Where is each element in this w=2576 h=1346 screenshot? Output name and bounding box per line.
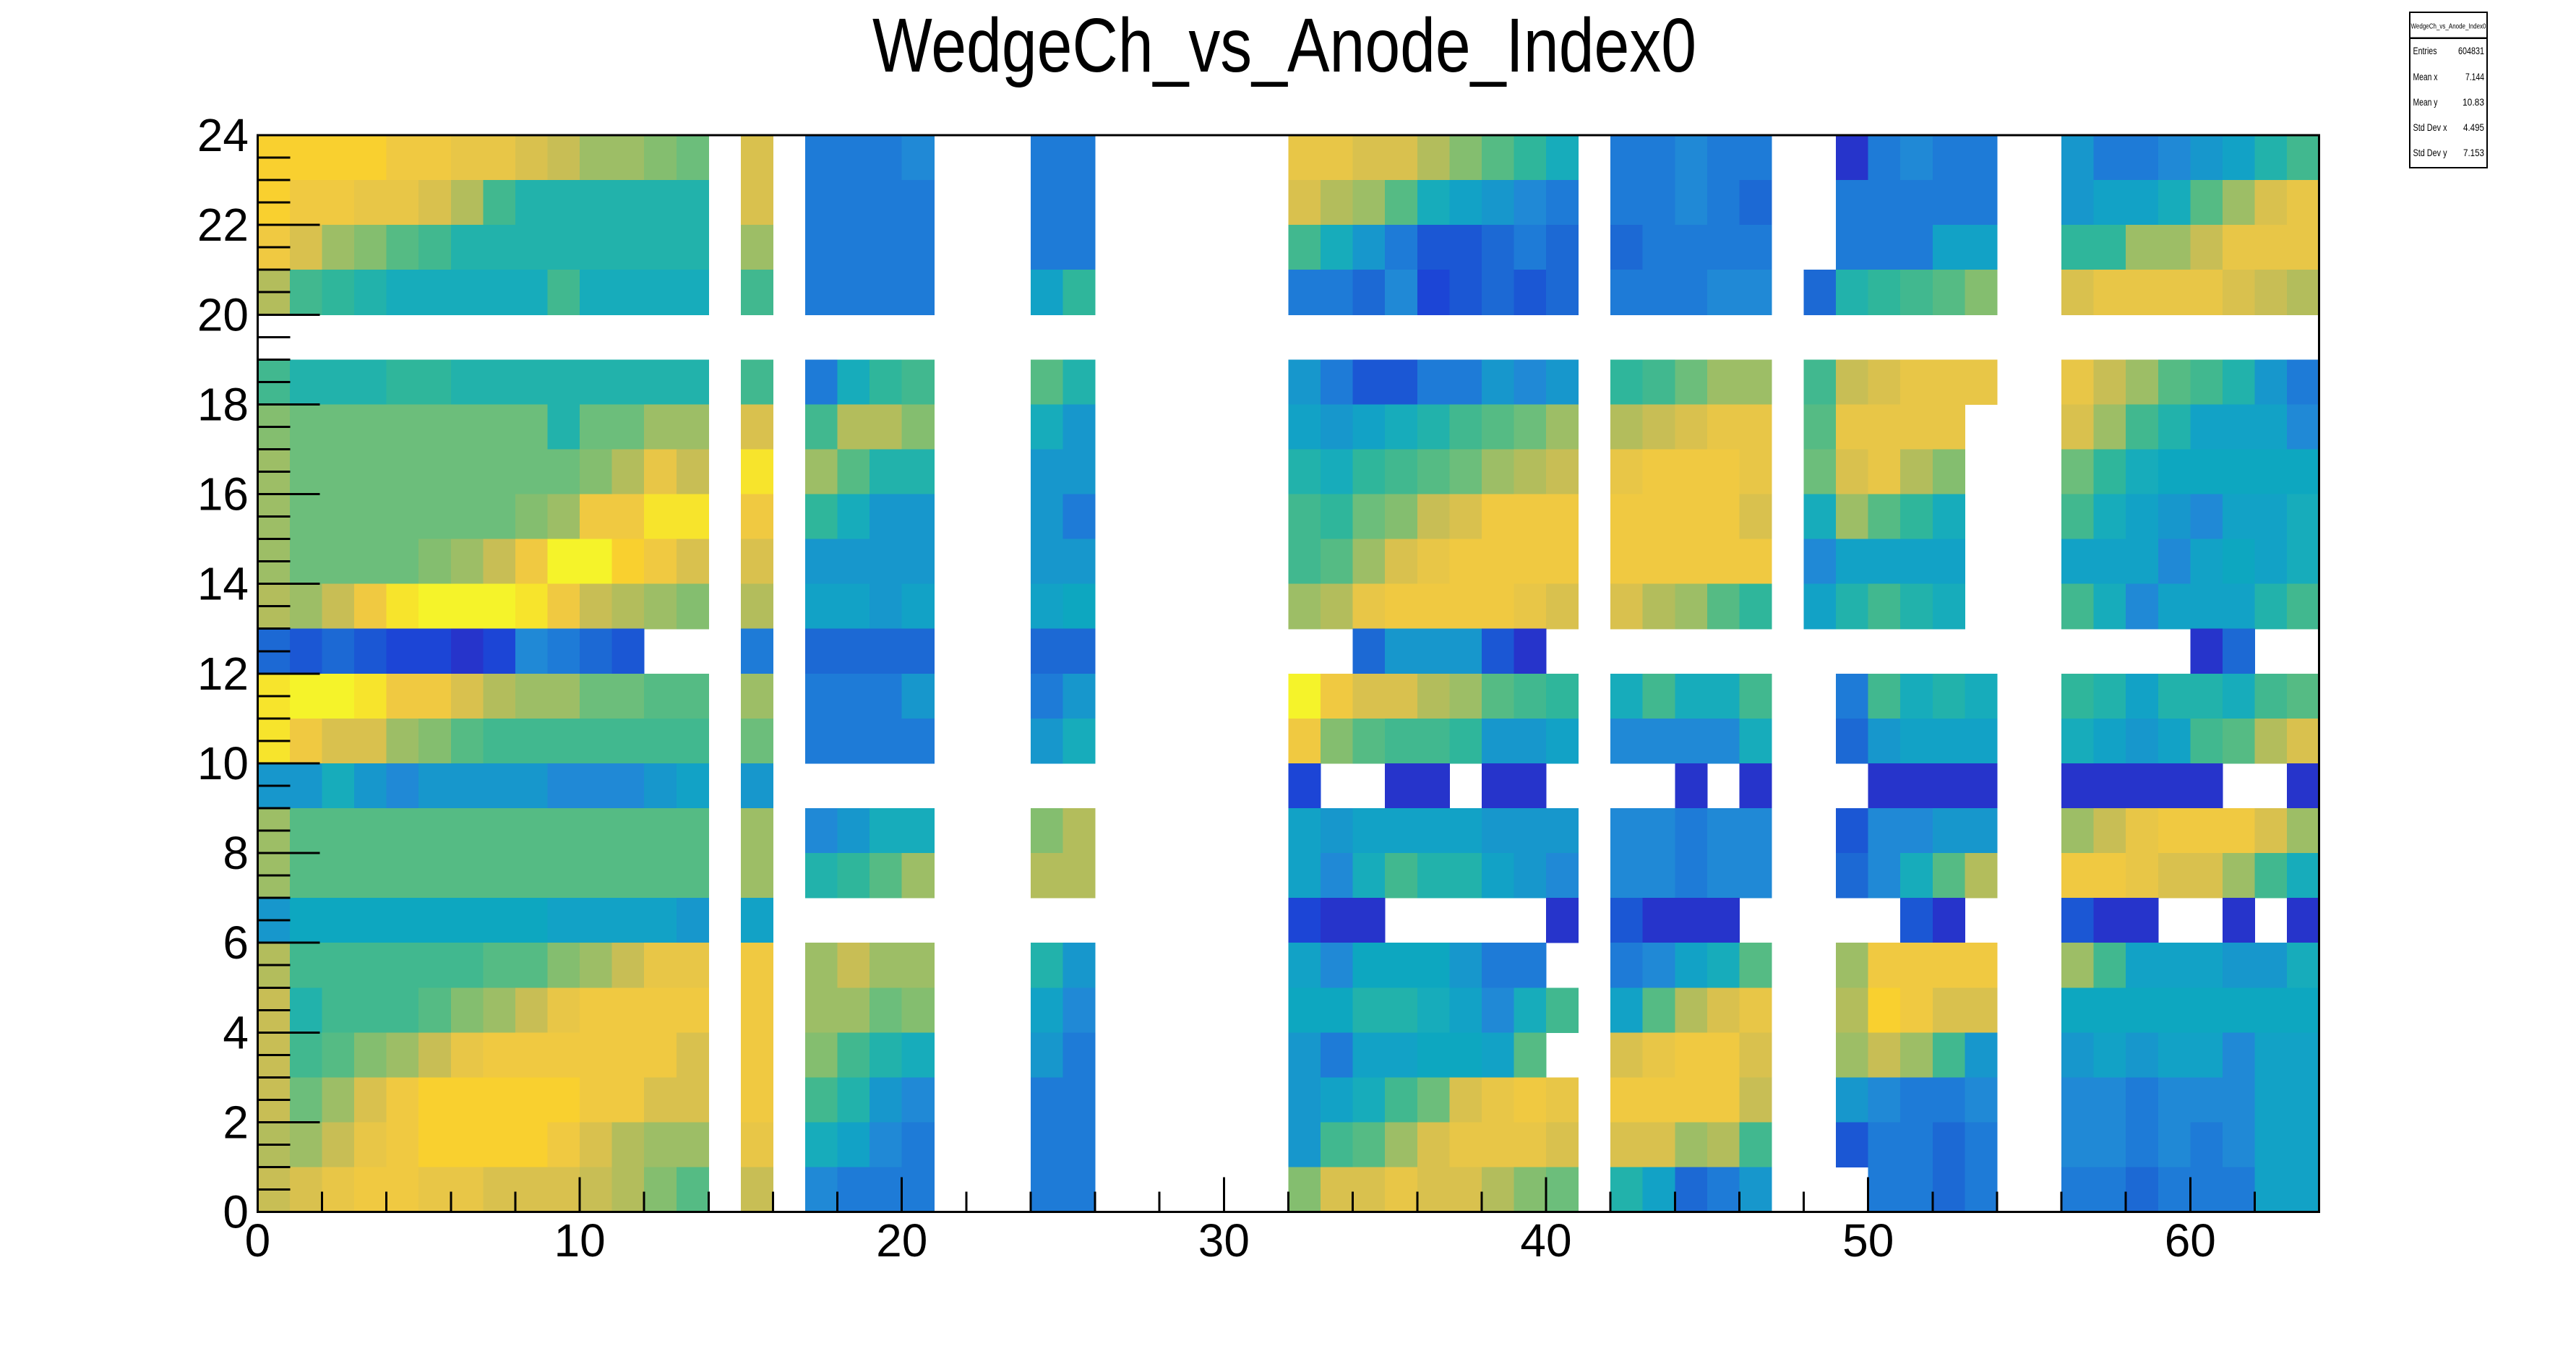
svg-text:12: 12 [197,648,249,700]
svg-text:0: 0 [223,1186,249,1238]
svg-text:4: 4 [223,1006,249,1058]
svg-text:20: 20 [197,288,249,340]
svg-text:6: 6 [223,917,249,969]
svg-text:4.495: 4.495 [2463,122,2484,133]
svg-text:WedgeCh_vs_Anode_Index0: WedgeCh_vs_Anode_Index0 [872,3,1696,88]
svg-text:18: 18 [197,378,249,430]
svg-text:Mean y: Mean y [2413,97,2438,108]
svg-text:16: 16 [197,468,249,520]
svg-text:7.153: 7.153 [2463,147,2484,158]
svg-text:7.144: 7.144 [2465,72,2484,82]
svg-text:20: 20 [876,1214,927,1266]
svg-text:Mean x: Mean x [2413,72,2438,82]
svg-text:10: 10 [197,737,249,789]
svg-text:14: 14 [197,558,249,610]
svg-text:0: 0 [245,1214,271,1266]
svg-text:Std Dev x: Std Dev x [2413,122,2447,133]
svg-text:10: 10 [554,1214,606,1266]
svg-text:50: 50 [1842,1214,1894,1266]
svg-text:40: 40 [1520,1214,1571,1266]
svg-text:Std Dev y: Std Dev y [2413,147,2447,158]
svg-text:2: 2 [223,1097,249,1149]
svg-text:60: 60 [2165,1214,2216,1266]
svg-text:24: 24 [197,109,249,161]
svg-text:Entries: Entries [2413,46,2437,56]
svg-text:22: 22 [197,199,249,251]
svg-text:8: 8 [223,827,249,879]
svg-text:10.83: 10.83 [2463,97,2484,108]
svg-text:WedgeCh_vs_Anode_Index0: WedgeCh_vs_Anode_Index0 [2411,23,2486,31]
svg-text:30: 30 [1198,1214,1250,1266]
svg-text:604831: 604831 [2458,46,2484,56]
